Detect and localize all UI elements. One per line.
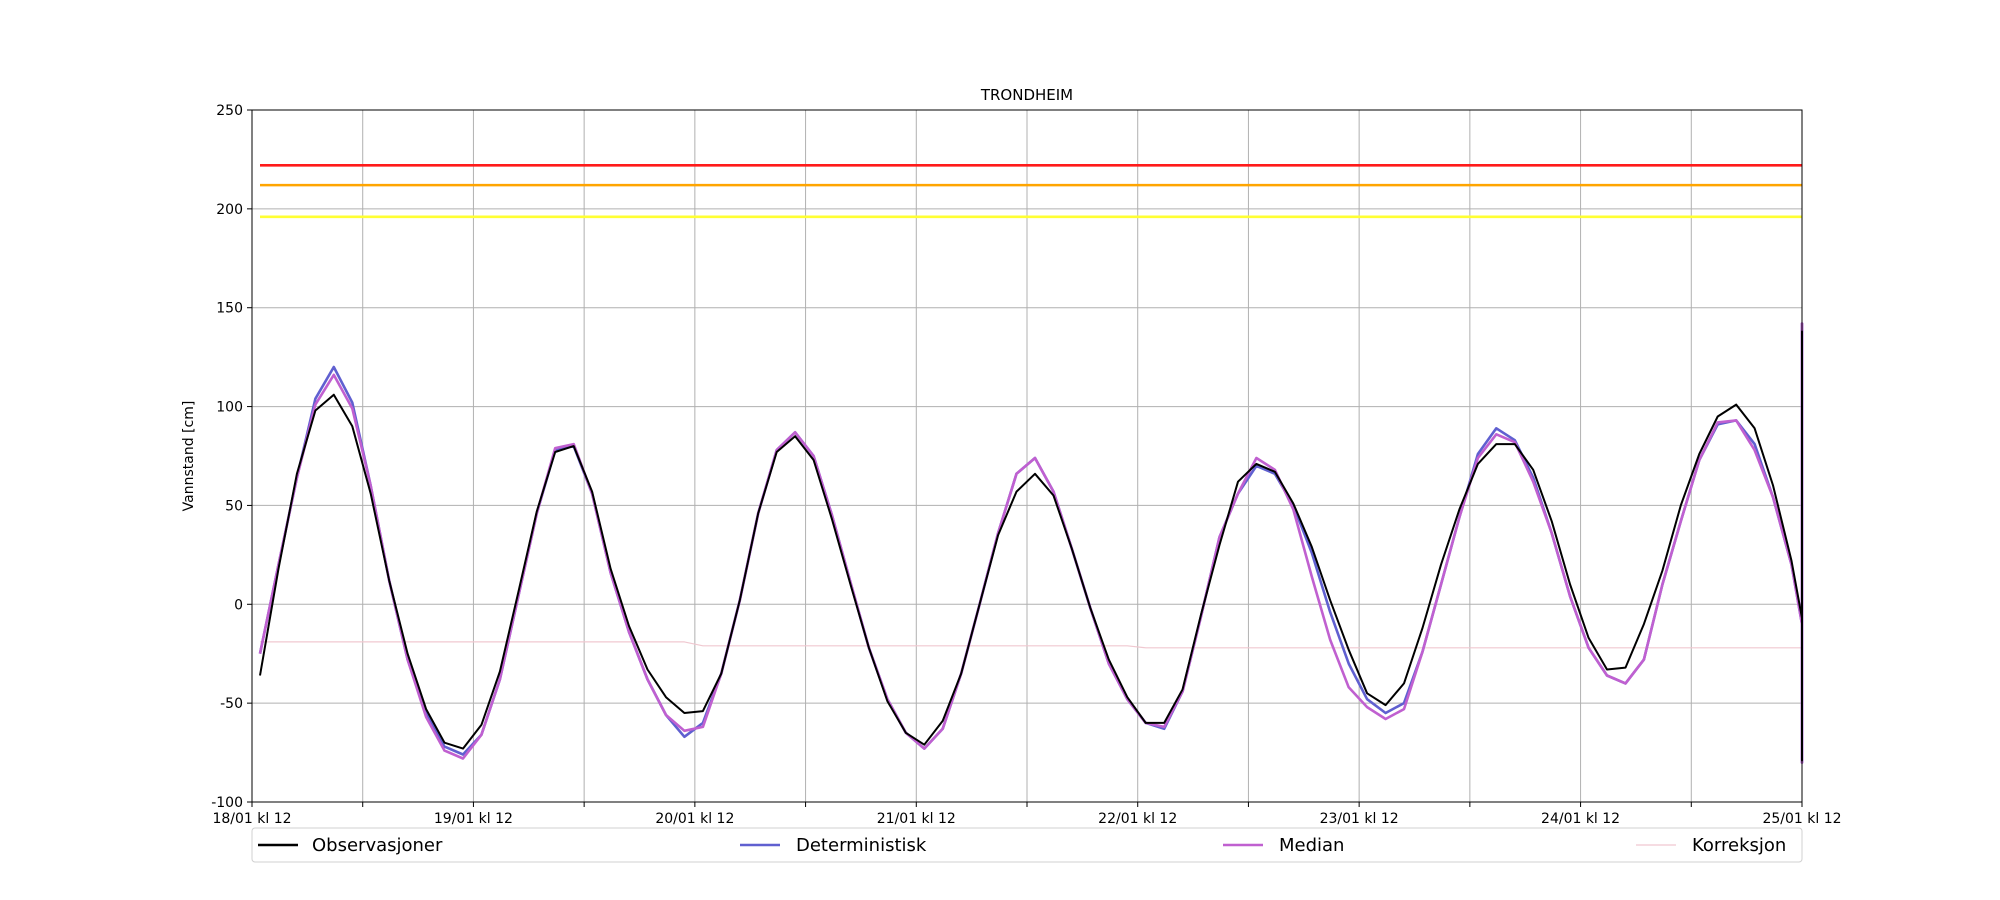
x-tick-label: 19/01 kl 12 [434, 811, 513, 827]
x-axis: 18/01 kl 12 19/01 kl 12 20/01 kl 12 21/01 k… [212, 802, 1842, 827]
grid [251, 109, 1803, 803]
series-line-observasjoner [259, 330, 1803, 762]
series-line-korreksjon [260, 641, 1803, 649]
y-tick-label: 150 [216, 301, 243, 317]
legend-label: Median [1279, 835, 1344, 856]
x-tick-label: 22/01 kl 12 [1098, 811, 1177, 827]
legend-label: Observasjoner [312, 835, 443, 856]
y-tick-label: 250 [216, 103, 243, 119]
y-axis-label: Vannstand [cm] [181, 401, 197, 512]
legend-label: Deterministisk [796, 835, 927, 856]
y-tick-label: 50 [225, 498, 243, 514]
x-tick-label: 21/01 kl 12 [877, 811, 956, 827]
threshold-lines [260, 164, 1802, 219]
legend-frame [251, 827, 1803, 863]
y-tick-label: 200 [216, 202, 243, 218]
y-tick-label: 100 [216, 400, 243, 416]
y-tick-label: -50 [220, 696, 243, 712]
x-tick-label: 25/01 kl 12 [1762, 811, 1841, 827]
chart-title: TRONDHEIM [980, 86, 1073, 104]
y-tick-label: -100 [211, 795, 243, 811]
x-tick-label: 23/01 kl 12 [1320, 811, 1399, 827]
series-lines [258, 322, 1804, 764]
x-tick-label: 20/01 kl 12 [655, 811, 734, 827]
y-axis: -100 -50 0 50 100 150 200 250 [211, 103, 252, 811]
x-tick-label: 18/01 kl 12 [212, 811, 291, 827]
x-tick-label: 24/01 kl 12 [1541, 811, 1620, 827]
legend-label: Korreksjon [1692, 835, 1786, 856]
legend: Observasjoner Deterministisk Median Korreks… [251, 827, 1803, 863]
y-tick-label: 0 [234, 597, 243, 613]
